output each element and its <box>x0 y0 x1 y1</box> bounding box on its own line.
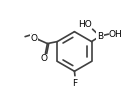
Text: HO: HO <box>78 20 92 29</box>
Text: F: F <box>72 79 78 88</box>
Text: O: O <box>30 34 37 43</box>
Text: OH: OH <box>109 30 123 39</box>
Text: B: B <box>97 32 103 41</box>
Text: O: O <box>40 54 47 63</box>
